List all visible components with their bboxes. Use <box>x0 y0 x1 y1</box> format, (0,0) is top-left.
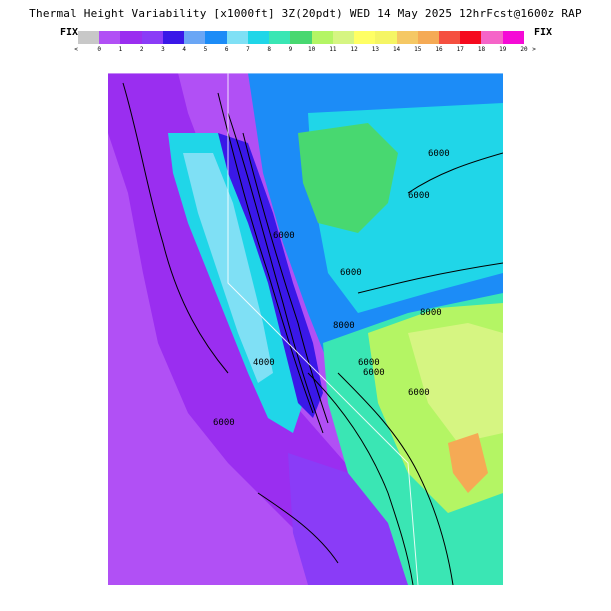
color-swatch <box>460 31 482 44</box>
contour-label: 6000 <box>213 418 235 428</box>
scale-tick-label: 17 <box>456 46 464 53</box>
scale-tick-label: 0 <box>97 46 102 53</box>
scale-tick-label: 8 <box>267 46 271 53</box>
color-swatch <box>396 31 418 44</box>
color-swatch <box>269 31 291 44</box>
scale-tick-label: 16 <box>435 46 443 53</box>
color-swatch <box>78 31 100 44</box>
contour-label: 6000 <box>408 388 430 398</box>
scale-min-symbol: < <box>74 46 78 53</box>
color-swatch <box>226 31 248 44</box>
scale-tick-label: 1 <box>118 46 123 53</box>
scale-tick-label: 2 <box>139 46 144 53</box>
scale-tick-label: 3 <box>161 46 165 53</box>
color-scale-ticks: <0 1 2 3 4 5 6 7 8 9 10 11 12 13 14 15 16 17 18 19 20 > <box>68 46 536 56</box>
map-title: Thermal Height Variability [x1000ft] 3Z(… <box>29 7 582 20</box>
southeast-yellow <box>408 323 503 443</box>
contour-label: 6000 <box>408 191 430 201</box>
scale-tick-label: 9 <box>288 46 293 53</box>
contour-label: 8000 <box>420 308 442 318</box>
color-swatch <box>332 31 355 44</box>
scale-tick-label: 6 <box>224 46 229 53</box>
scale-tick-label: 11 <box>329 46 337 53</box>
contour-label: 6000 <box>363 368 385 378</box>
fix-label-left: FIX <box>60 27 79 38</box>
color-swatch <box>481 31 503 44</box>
scale-tick-label: 20 <box>520 46 528 53</box>
scale-tick-label: 15 <box>414 46 422 53</box>
contour-label: 8000 <box>333 321 355 331</box>
color-scale-bar <box>78 31 524 44</box>
contour-label: 4000 <box>253 358 275 368</box>
scale-tick-label: 10 <box>307 46 316 53</box>
color-swatch <box>184 31 206 44</box>
sierra-blue-band <box>218 133 323 418</box>
scale-tick-label: 14 <box>392 46 401 53</box>
color-swatch <box>354 31 376 44</box>
color-swatch <box>438 31 461 44</box>
contour-label: 6000 <box>358 358 380 368</box>
scale-max-symbol: > <box>532 46 536 53</box>
scale-tick-label: 18 <box>477 46 486 53</box>
color-swatch <box>141 31 163 44</box>
contour-lines <box>122 82 503 585</box>
color-swatch <box>502 31 524 44</box>
thermal-height-map: 6000 6000 6000 6000 8000 8000 6000 4000 … <box>108 73 503 585</box>
fix-label-right: FIX <box>534 27 553 38</box>
southeast-orange-spot <box>448 433 488 493</box>
color-swatch <box>99 31 121 44</box>
socal-violet <box>288 453 408 585</box>
color-swatch <box>417 31 439 44</box>
scale-tick-label: 13 <box>371 46 379 53</box>
contour-label: 6000 <box>340 268 362 278</box>
state-borders <box>108 73 503 585</box>
color-swatch <box>375 31 397 44</box>
color-swatch <box>162 31 185 44</box>
scale-tick-label: 5 <box>203 46 208 53</box>
scale-tick-label: 4 <box>182 46 186 53</box>
contour-label: 6000 <box>428 149 450 159</box>
color-swatch <box>311 31 333 44</box>
northern-green-region <box>298 123 398 233</box>
scale-tick-label: 19 <box>499 46 507 53</box>
scale-tick-label: 12 <box>350 46 358 53</box>
color-swatch <box>247 31 270 44</box>
color-swatch <box>290 31 312 44</box>
contour-label: 6000 <box>273 231 295 241</box>
color-swatch <box>205 31 227 44</box>
color-swatch <box>120 31 142 44</box>
scale-tick-label: 7 <box>246 46 250 53</box>
